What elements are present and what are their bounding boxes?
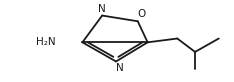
Text: N: N xyxy=(98,4,106,14)
Text: N: N xyxy=(116,63,124,73)
Text: O: O xyxy=(138,9,146,19)
Text: H₂N: H₂N xyxy=(36,37,56,47)
